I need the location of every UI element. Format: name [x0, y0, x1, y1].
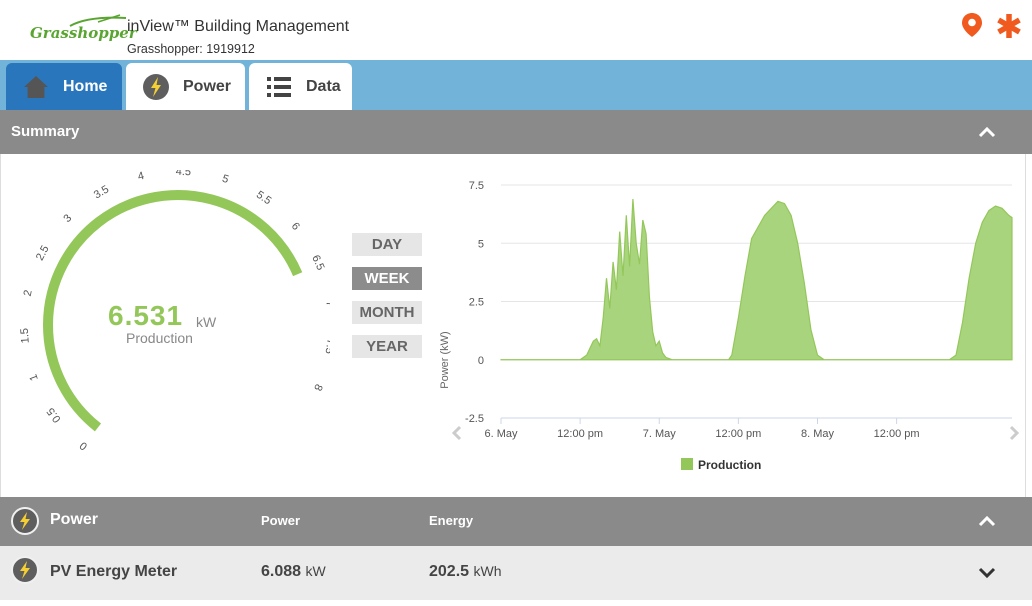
production-gauge: 0 0.5 1 1.5 2 2.5 3 3.5 4 4.5 5 5.5 6 6.5 7 7.5 8	[19, 170, 330, 452]
tab-bar: Home Power Data	[0, 60, 1032, 110]
power-section-title: Power	[50, 511, 99, 528]
summary-title: Summary	[11, 123, 80, 140]
app-header: Grasshopper inView™ Building Management …	[0, 0, 1032, 60]
chart-x-tick-label: 8. May	[801, 428, 835, 440]
summary-panel	[0, 154, 1026, 497]
energy-column-header: Energy	[429, 513, 474, 528]
meter-energy-value: 202.5	[429, 563, 470, 580]
meter-row-pv-energy[interactable]: PV Energy Meter 6.088 kW 202.5 kWh	[0, 546, 1032, 600]
meter-power-reading: 6.088 kW	[261, 563, 326, 581]
chart-next-arrow-icon[interactable]	[1009, 425, 1020, 441]
gauge-tick-label: 2	[22, 289, 35, 297]
chart-y-tick-label: -2.5	[465, 413, 484, 425]
gauge-value: 6.531	[108, 300, 184, 331]
meter-power-unit: kW	[305, 563, 326, 579]
chart-y-tick-label: 0	[478, 355, 484, 367]
chart-x-tick-label: 6. May	[484, 428, 518, 440]
tab-data-label: Data	[306, 77, 341, 95]
period-month-button[interactable]: MONTH	[352, 301, 422, 324]
period-day-button[interactable]: DAY	[352, 233, 422, 256]
logo-wordmark: Grasshopper	[30, 24, 137, 42]
bolt-icon	[142, 73, 170, 101]
power-column-header: Power	[261, 513, 301, 528]
chart-y-tick-label: 7.5	[469, 180, 484, 192]
chart-y-tick-label: 2.5	[469, 297, 484, 309]
period-year-button[interactable]: YEAR	[352, 335, 422, 358]
gauge-tick-label: 4.5	[175, 170, 191, 178]
gauge-tick-label: 6.5	[309, 253, 326, 272]
meter-energy-unit: kWh	[473, 563, 502, 579]
chart-x-tick-label: 12:00 pm	[874, 428, 920, 440]
production-chart: Power (kW) 7.5 5 2.5 0 -2.5 6. May 12:00 pm 7.…	[439, 180, 1020, 472]
list-icon	[265, 73, 293, 101]
gauge-tick-label: 3.5	[92, 183, 111, 201]
tab-power-label: Power	[183, 77, 232, 95]
settings-asterisk-icon[interactable]	[996, 13, 1022, 44]
app-title: inView™ Building Management	[127, 18, 350, 35]
site-subtitle: Grasshopper: 1919912	[127, 42, 255, 56]
gauge-tick-label: 1	[27, 372, 40, 382]
chart-x-tick-label: 7. May	[643, 428, 677, 440]
gauge-tick-label: 2.5	[34, 244, 52, 263]
chart-y-axis-label: Power (kW)	[439, 331, 451, 388]
legend-production-label[interactable]: Production	[698, 458, 761, 472]
gauge-tick-label: 6	[289, 220, 302, 232]
power-bolt-icon	[11, 507, 39, 535]
home-icon	[22, 73, 50, 101]
gauge-tick-label: 5	[221, 173, 231, 186]
chart-prev-arrow-icon[interactable]	[451, 425, 462, 441]
gauge-tick-label: 8	[311, 382, 324, 392]
tab-data[interactable]: Data	[249, 63, 352, 110]
gauge-arc	[43, 190, 303, 432]
gauge-tick-label: 5.5	[254, 189, 273, 208]
gauge-tick-label: 0.5	[45, 405, 64, 424]
grasshopper-antenna-icon	[69, 14, 127, 27]
gauge-tick-label: 0	[78, 439, 90, 452]
expand-meter-chevron-down-icon[interactable]	[978, 566, 996, 584]
tab-home-label: Home	[63, 77, 108, 95]
meter-power-value: 6.088	[261, 563, 302, 580]
meter-bolt-icon	[11, 556, 39, 584]
gauge-label: Production	[126, 330, 193, 346]
gauge-tick-label: 7.5	[323, 338, 330, 355]
period-week-button[interactable]: WEEK	[352, 267, 422, 290]
summary-section-bar[interactable]: Summary	[0, 110, 1032, 154]
gauge-tick-label: 3	[61, 212, 74, 225]
grasshopper-logo[interactable]: Grasshopper	[30, 14, 137, 46]
gauge-tick-label: 7	[323, 300, 330, 308]
chart-x-tick-label: 12:00 pm	[557, 428, 603, 440]
tab-home[interactable]: Home	[6, 63, 122, 110]
gauge-tick-label: 4	[137, 170, 146, 183]
meter-energy-reading: 202.5 kWh	[429, 563, 502, 581]
gauge-tick-label: 1.5	[19, 328, 32, 344]
tab-power[interactable]: Power	[126, 63, 245, 110]
meter-name: PV Energy Meter	[50, 563, 178, 580]
location-pin-icon[interactable]	[961, 12, 983, 43]
chart-y-tick-label: 5	[478, 238, 484, 250]
collapse-power-chevron-up-icon[interactable]	[978, 514, 996, 532]
production-area-series	[500, 198, 1013, 361]
legend-production-swatch	[681, 458, 693, 470]
chart-x-tick-label: 12:00 pm	[715, 428, 761, 440]
gauge-unit: kW	[196, 314, 217, 330]
collapse-summary-chevron-up-icon[interactable]	[978, 125, 996, 143]
power-section-bar[interactable]: Power Power Energy	[0, 497, 1032, 546]
